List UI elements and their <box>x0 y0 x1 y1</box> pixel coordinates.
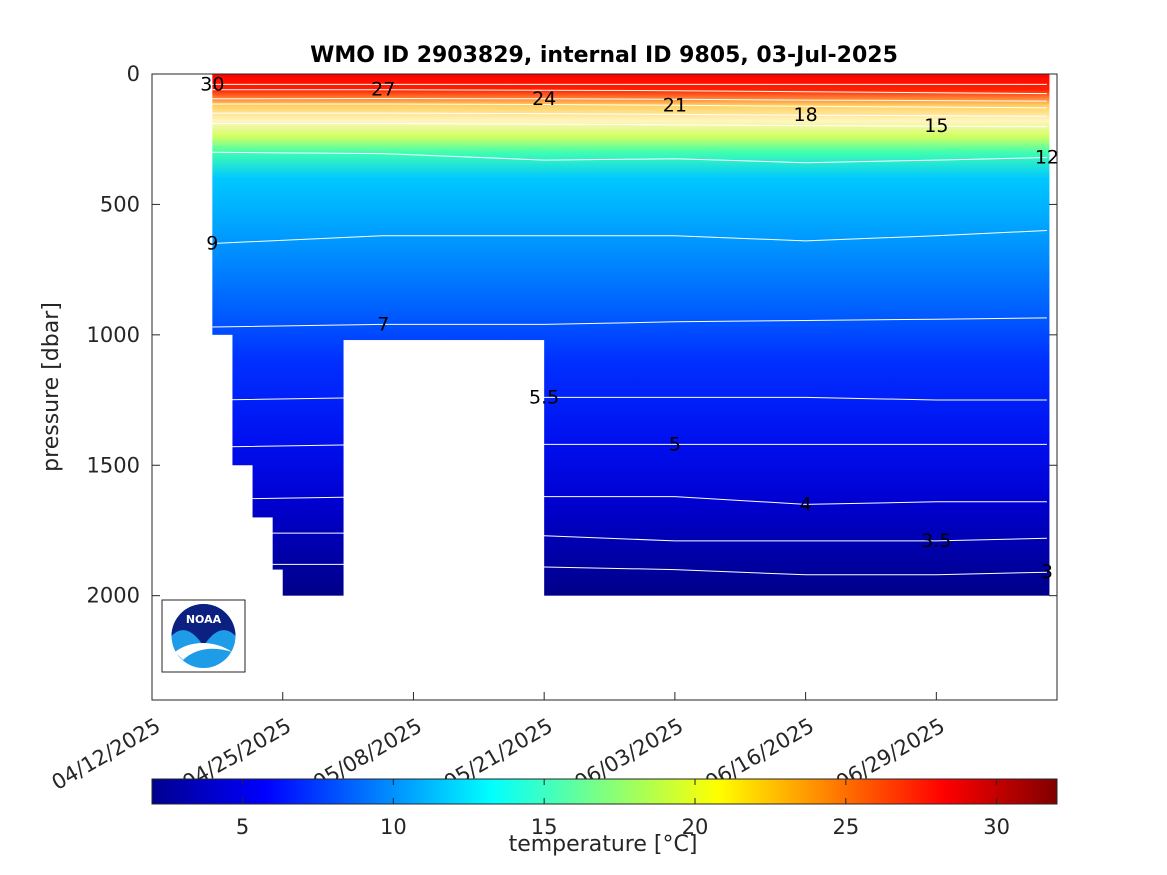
colorbar-tick-label: 20 <box>682 815 709 839</box>
profile-column <box>343 74 445 341</box>
profile-column <box>242 74 254 466</box>
y-axis: 0 500 1000 1500 2000 <box>87 62 1057 608</box>
isotherm-line <box>212 112 1047 117</box>
isotherm-label: 4 <box>800 493 812 515</box>
isotherm-line <box>212 230 1047 244</box>
y-tick-label: 2000 <box>87 584 140 608</box>
profile-column <box>644 74 746 596</box>
noaa-logo: NOAA <box>161 599 246 673</box>
colorbar-tick-label: 15 <box>531 815 558 839</box>
x-tick-label: 04/12/2025 <box>48 714 165 795</box>
profile-column <box>443 74 545 341</box>
isotherm-label: 18 <box>794 104 818 126</box>
profile-column <box>232 74 243 466</box>
profile-column <box>845 74 947 596</box>
isotherm-line <box>212 89 1047 95</box>
isotherm-label: 30 <box>200 73 224 95</box>
temperature-field <box>212 74 1050 596</box>
isotherm-line <box>212 317 1047 328</box>
isotherm-labels: 30 27 24 21 18 15 12 9 7 5.5 5 4 3.5 3 <box>200 73 1059 583</box>
isotherm-lines <box>212 83 1047 576</box>
isotherm-label: 9 <box>206 233 218 255</box>
svg-text:NOAA: NOAA <box>186 613 222 626</box>
y-tick-label: 0 <box>127 62 140 86</box>
colorbar-tick-label: 30 <box>983 815 1010 839</box>
isotherm-line <box>212 443 1047 448</box>
profile-column <box>252 74 264 518</box>
colorbar-tick-label: 10 <box>380 815 407 839</box>
profile-column <box>222 74 233 335</box>
colorbar-label: temperature [°C] <box>509 832 698 857</box>
isotherm-line <box>212 123 1047 128</box>
chart-title: WMO ID 2903829, internal ID 9805, 03-Jul… <box>310 43 898 68</box>
isotherm-label: 3.5 <box>921 530 951 552</box>
colorbar-tick-label: 5 <box>236 815 249 839</box>
isotherm-label: 5 <box>669 433 681 455</box>
colorbar-ticks: 5 10 15 20 25 30 <box>236 779 1010 839</box>
isotherm-line <box>212 97 1047 102</box>
isotherm-label: 15 <box>924 115 948 137</box>
isotherm-line <box>212 563 1047 576</box>
isotherm-label: 3 <box>1041 561 1053 583</box>
profile-column <box>262 74 274 518</box>
isotherm-line <box>212 496 1047 505</box>
profile-column <box>1046 74 1050 596</box>
isotherm-label: 27 <box>371 79 395 101</box>
plot-area-frame <box>151 73 1058 701</box>
y-axis-label: pressure [dbar] <box>39 302 64 472</box>
profile-column <box>212 74 223 335</box>
profile-column <box>282 74 344 596</box>
y-tick-label: 1500 <box>87 453 140 477</box>
isotherm-line <box>212 532 1047 542</box>
profile-column <box>745 74 847 596</box>
profile-column <box>544 74 646 596</box>
isotherm-label: 24 <box>532 88 556 110</box>
profile-column <box>272 74 284 570</box>
profile-column <box>946 74 1048 596</box>
isotherm-label: 12 <box>1035 146 1059 168</box>
isotherm-line <box>212 396 1047 401</box>
colorbar-gradient <box>151 778 1058 805</box>
isotherm-label: 7 <box>377 313 389 335</box>
colorbar-tick-label: 25 <box>832 815 859 839</box>
y-tick-label: 500 <box>100 192 140 216</box>
isotherm-line <box>212 151 1047 164</box>
isotherm-line <box>212 103 1047 109</box>
y-tick-label: 1000 <box>87 323 140 347</box>
isotherm-label: 21 <box>663 94 687 116</box>
isotherm-label: 5.5 <box>529 386 559 408</box>
colorbar: 5 10 15 20 25 30 temperature [°C] <box>151 778 1058 857</box>
